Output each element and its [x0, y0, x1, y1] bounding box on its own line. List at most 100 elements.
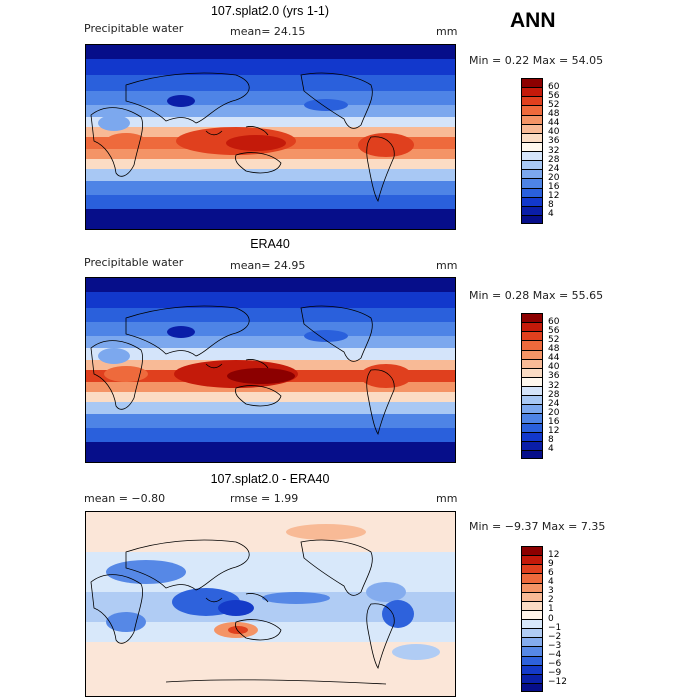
colorbar-swatch: [521, 386, 543, 396]
panel3-minmax-label: Min = −9.37 Max = 7.35: [469, 520, 606, 533]
colorbar-swatch: [521, 205, 543, 215]
colorbar-swatch: [521, 555, 543, 565]
colorbar-tick-label: 48: [548, 344, 560, 354]
colorbar-swatch: [521, 169, 543, 179]
panel1-colorbar: 60 56 52 48 44 40 36 32 28 24 20 16 12 8 4: [521, 78, 559, 224]
colorbar-tick-label: 36: [548, 136, 560, 147]
panel3-rmse-label: rmse = 1.99: [230, 492, 299, 505]
colorbar-swatch: [521, 96, 543, 106]
panel1-map-field: [86, 45, 455, 229]
colorbar-swatch: [521, 340, 543, 350]
colorbar-swatch: [521, 141, 543, 151]
colorbar-tick-label: 20: [548, 407, 560, 418]
colorbar-tick-label: 16: [548, 182, 560, 192]
panel2-mean-label: mean= 24.95: [230, 259, 306, 272]
colorbar-tick-label: −6: [548, 659, 562, 670]
colorbar-tick-label: 9: [548, 558, 554, 569]
panel3-units-label: mm: [436, 492, 458, 505]
colorbar-swatch: [521, 413, 543, 423]
colorbar-swatch: [521, 105, 543, 115]
colorbar-tick-label: 24: [548, 398, 560, 409]
colorbar-tick-label: 2: [548, 595, 554, 606]
colorbar-frame: [521, 546, 543, 692]
colorbar-tick-label: −1: [548, 622, 562, 633]
colorbar-tick-label: 44: [548, 353, 560, 364]
panel3-map: [85, 511, 456, 697]
colorbar-tick-label: 4: [548, 444, 554, 455]
colorbar-swatch: [521, 655, 543, 665]
panel1-title: 107.splat2.0 (yrs 1-1): [210, 4, 330, 18]
panel1-minmax-label: Min = 0.22 Max = 54.05: [469, 54, 604, 67]
colorbar-swatch: [521, 628, 543, 638]
panel2-variable-label: Precipitable water: [84, 256, 184, 269]
colorbar-tick-label: 16: [548, 417, 560, 427]
colorbar-swatch: [521, 367, 543, 377]
colorbar-swatch: [521, 160, 543, 170]
colorbar-tick-label: −4: [548, 650, 562, 660]
colorbar-swatch: [521, 395, 543, 405]
colorbar-swatch: [521, 609, 543, 619]
colorbar-tick-label: 32: [548, 145, 560, 156]
colorbar-tick-label: 44: [548, 118, 560, 129]
colorbar-swatch: [521, 582, 543, 592]
panel2-map: [85, 277, 456, 463]
colorbar-swatch: [521, 619, 543, 629]
colorbar-tick-label: −3: [548, 640, 562, 651]
panel1-mean-label: mean= 24.15: [230, 25, 306, 38]
panel2-colorbar: 60 56 52 48 44 40 36 32 28 24 20 16 12 8 4: [521, 313, 559, 459]
colorbar-frame: [521, 313, 543, 459]
colorbar-swatch: [521, 637, 543, 647]
panel2-minmax-label: Min = 0.28 Max = 55.65: [469, 289, 604, 302]
colorbar-swatch: [521, 87, 543, 97]
colorbar-tick-label: −2: [548, 631, 562, 642]
colorbar-tick-label: 40: [548, 127, 560, 138]
colorbar-tick-label: 32: [548, 380, 560, 391]
panel3-title: 107.splat2.0 - ERA40: [210, 472, 330, 486]
colorbar-tick-label: 56: [548, 90, 560, 101]
colorbar-swatch: [521, 114, 543, 124]
colorbar-frame: [521, 78, 543, 224]
colorbar-swatch: [521, 573, 543, 583]
panel3-mean-label: mean = −0.80: [84, 492, 166, 505]
panel2-map-field: [86, 278, 455, 462]
colorbar-swatch: [521, 682, 543, 692]
colorbar-swatch: [521, 449, 543, 459]
colorbar-swatch: [521, 214, 543, 224]
colorbar-tick-label: 20: [548, 172, 560, 183]
colorbar-swatch: [521, 591, 543, 601]
colorbar-swatch: [521, 151, 543, 161]
colorbar-tick-label: 12: [548, 549, 560, 560]
colorbar-swatch: [521, 404, 543, 414]
colorbar-tick-label: 4: [548, 209, 554, 220]
panel1-units-label: mm: [436, 25, 458, 38]
colorbar-swatch: [521, 646, 543, 656]
panel3-colorbar: 12 9 6 4 3 2 1 0 −1 −2 −3 −4 −6 −9 −12: [521, 546, 567, 692]
colorbar-swatch: [521, 196, 543, 206]
panel2-units-label: mm: [436, 259, 458, 272]
colorbar-swatch: [521, 178, 543, 188]
colorbar-swatch: [521, 358, 543, 368]
panel1-map: [85, 44, 456, 230]
colorbar-swatch: [521, 376, 543, 386]
colorbar-tick-label: 8: [548, 200, 554, 211]
colorbar-tick-label: 40: [548, 362, 560, 373]
colorbar-tick-label: 60: [548, 316, 560, 327]
colorbar-swatch: [521, 564, 543, 574]
panel1-variable-label: Precipitable water: [84, 22, 184, 35]
colorbar-tick-label: 52: [548, 334, 560, 345]
colorbar-swatch: [521, 422, 543, 432]
colorbar-tick-label: 12: [548, 191, 560, 202]
colorbar-tick-label: 0: [548, 613, 554, 624]
colorbar-tick-label: −12: [548, 677, 567, 688]
colorbar-tick-label: 36: [548, 371, 560, 382]
colorbar-tick-label: 1: [548, 604, 554, 615]
panel2-title: ERA40: [250, 237, 290, 251]
colorbar-swatch: [521, 440, 543, 450]
colorbar-swatch: [521, 322, 543, 332]
colorbar-swatch: [521, 664, 543, 674]
colorbar-swatch: [521, 600, 543, 610]
colorbar-tick-label: 48: [548, 109, 560, 119]
colorbar-tick-label: 60: [548, 81, 560, 92]
colorbar-tick-label: 4: [548, 577, 554, 587]
colorbar-swatch: [521, 673, 543, 683]
